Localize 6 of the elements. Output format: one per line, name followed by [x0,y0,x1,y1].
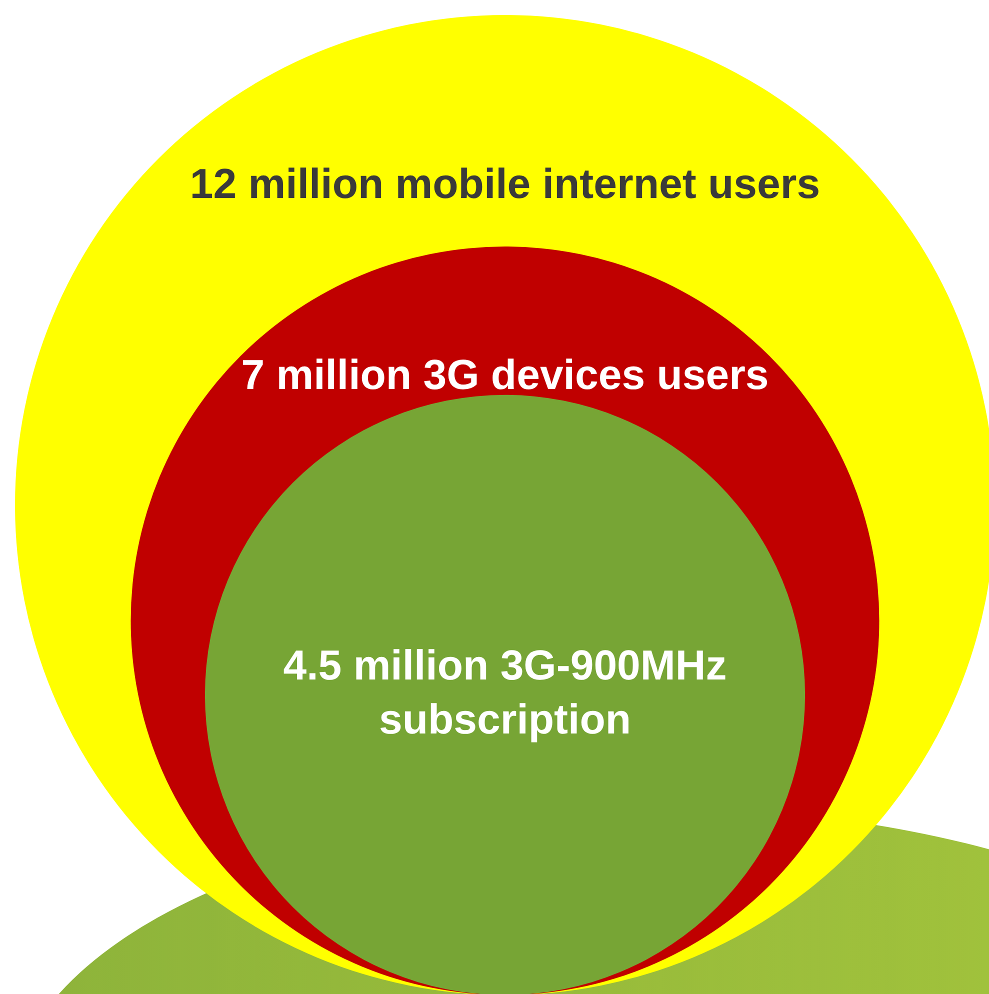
category-label: million 3G devices users [276,351,769,398]
category-label: million mobile internet users [248,160,820,208]
data-label: 7 [241,351,265,398]
data-label: 4.5 [283,642,342,689]
category-label: million 3G-900MHz subscription [353,642,727,743]
data-label: 12 [190,160,237,208]
